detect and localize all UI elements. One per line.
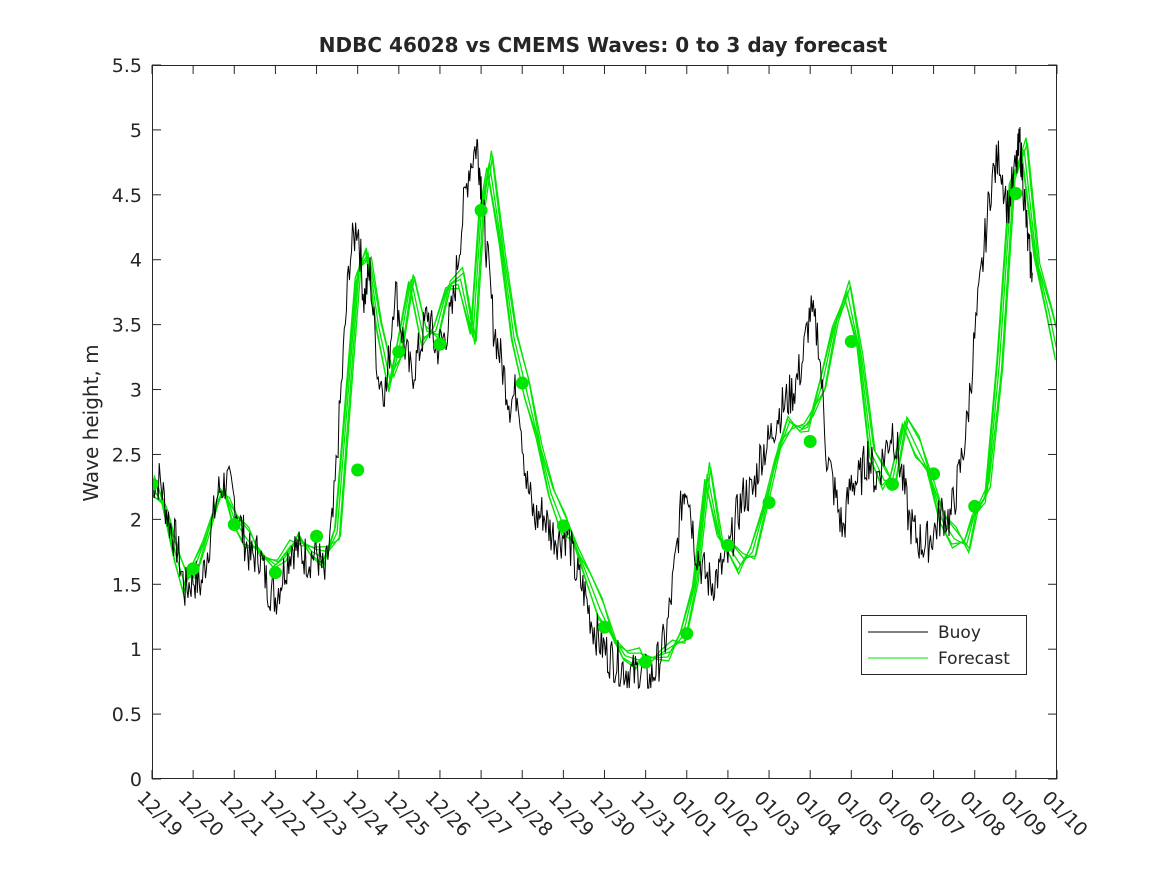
legend-box: [861, 615, 1027, 675]
forecast-series-line: [152, 152, 1056, 666]
forecast-marker: [392, 345, 406, 359]
legend: Buoy Forecast: [861, 615, 1027, 675]
forecast-series-line: [154, 142, 1057, 665]
forecast-marker: [1009, 187, 1023, 201]
y-tick-label: 2.5: [112, 444, 142, 466]
forecast-markers: [152, 187, 1023, 669]
forecast-marker: [351, 463, 365, 477]
buoy-series-line: [152, 126, 1033, 690]
y-tick-label: 5.5: [112, 55, 142, 77]
y-tick-label: 4.5: [112, 185, 142, 207]
forecast-marker: [227, 518, 241, 532]
y-tick-label: 0: [130, 769, 142, 791]
y-tick-label: 1.5: [112, 574, 142, 596]
legend-buoy-label: Buoy: [938, 623, 981, 643]
forecast-marker: [927, 467, 941, 481]
forecast-marker: [762, 495, 776, 509]
y-tick-label: 4: [130, 250, 142, 272]
forecast-marker: [186, 562, 200, 576]
chart-title: NDBC 46028 vs CMEMS Waves: 0 to 3 day fo…: [319, 33, 888, 57]
y-tick-label: 0.5: [112, 704, 142, 726]
forecast-marker: [556, 519, 570, 533]
forecast-marker: [268, 566, 282, 580]
y-tick-label: 1: [130, 639, 142, 661]
forecast-marker: [310, 529, 324, 543]
forecast-marker: [152, 477, 159, 491]
legend-forecast-label: Forecast: [938, 649, 1010, 669]
forecast-marker: [803, 434, 817, 448]
buoy-line-group: [152, 126, 1033, 690]
forecast-marker: [885, 477, 899, 491]
y-tick-label: 3: [130, 380, 142, 402]
y-tick-label: 5: [130, 120, 142, 142]
forecast-marker: [474, 203, 488, 217]
forecast-marker: [515, 376, 529, 390]
y-tick-label: 2: [130, 509, 142, 531]
y-tick-label: 3.5: [112, 315, 142, 337]
forecast-marker: [639, 655, 653, 669]
y-axis: 0 0.5 1 1.5 2 2.5 3 3.5 4 4.5 5 5.5: [112, 55, 1057, 791]
forecast-series-line: [153, 137, 1057, 668]
forecast-marker: [598, 620, 611, 634]
forecast-marker: [968, 499, 982, 513]
forecast-marker: [680, 627, 694, 641]
forecast-marker: [844, 335, 858, 349]
y-axis-label: Wave height, m: [79, 344, 103, 501]
forecast-marker: [433, 337, 447, 351]
forecast-marker: [721, 538, 735, 552]
